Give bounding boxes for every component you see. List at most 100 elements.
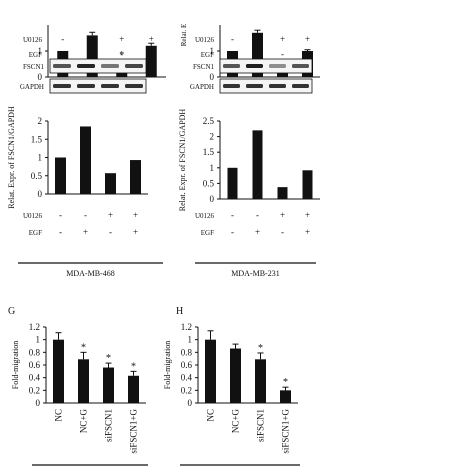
treatment-mark: + [133,210,138,220]
y-tick-label: 0.2 [181,385,192,395]
y-tick-label: 1.5 [31,134,43,144]
bar [227,167,238,199]
y-tick-label: 1 [36,335,41,345]
treatment-mark: - [281,227,284,237]
treatment-mark: + [149,34,154,44]
x-tick-label: NC [206,409,216,422]
blot-label: FSCN1 [23,63,45,71]
blot-band [77,64,95,68]
bar [80,126,91,194]
x-tick-label: NC+G [79,409,89,434]
treatment-mark: - [91,34,94,44]
blot-band [292,84,309,88]
blot-label: GAPDH [190,83,214,91]
y-tick-label: 0 [36,398,41,408]
bar [105,173,116,194]
treatment-mark: + [119,34,124,44]
treatment-label: EGF [29,229,42,237]
blot-band [292,64,309,68]
panel-letter: H [176,306,183,317]
treatment-mark: - [231,227,234,237]
y-tick-label: 2 [38,116,43,126]
treatment-label: U0126 [195,212,215,220]
treatment-mark: - [61,34,64,44]
treatment-mark: - [256,210,259,220]
y-tick-label: 1 [38,153,43,163]
x-tick-label: siFSCN1 [256,409,266,442]
y-tick-label: 1 [38,46,43,56]
y-axis-label: Relat. Expr. of FSCN1/GAPDH [7,106,16,209]
blot-frame [49,78,147,94]
y-tick-label: 1.2 [29,322,40,332]
y-tick-label: 1 [188,335,193,345]
y-tick-label: 0.8 [181,347,193,357]
significance-star: * [119,50,124,61]
blot-band [223,84,240,88]
treatment-mark: - [120,49,123,59]
treatment-label: U0126 [195,36,215,44]
y-tick-label: 0.6 [29,360,41,370]
y-axis-label: Fold-migration [11,341,20,389]
treatment-mark: + [90,49,95,59]
blot-band [125,64,143,68]
y-axis-label: Relat. Expr. of FSCN1/GAPDH [178,109,187,212]
treatment-mark: + [133,227,138,237]
blot-frame [219,58,313,74]
significance-star: * [106,353,111,364]
blot-band [269,84,286,88]
treatment-mark: - [281,49,284,59]
blot-band [53,84,71,88]
treatment-mark: + [108,210,113,220]
bar [230,348,241,403]
treatment-mark: - [231,34,234,44]
treatment-mark: + [255,49,260,59]
treatment-label: EGF [201,229,214,237]
x-tick-label: NC+G [231,409,241,434]
significance-star: * [283,377,288,388]
blot-band [125,84,143,88]
bar [53,339,64,403]
bar [205,339,216,403]
y-tick-label: 0 [210,72,215,82]
blot-band [53,64,71,68]
y-tick-label: 0.4 [181,373,193,383]
blot-label: GAPDH [20,83,44,91]
y-tick-label: 0 [38,72,43,82]
blot-band [223,64,240,68]
treatment-mark: + [83,227,88,237]
y-tick-label: 0.5 [31,171,43,181]
y-tick-label: 2 [210,132,215,142]
y-tick-label: 0.6 [181,360,193,370]
treatment-mark: - [84,210,87,220]
treatment-label: EGF [29,51,42,59]
x-tick-label: NC [54,409,64,422]
y-tick-label: 1 [210,163,215,173]
blot-band [246,84,263,88]
blot-frame [219,78,313,94]
treatment-mark: + [280,34,285,44]
blot-band [101,84,119,88]
bar [103,367,114,403]
y-tick-label: 1.5 [203,147,215,157]
y-tick-label: 0.2 [29,385,40,395]
treatment-mark: + [280,210,285,220]
bar [252,130,263,199]
treatment-mark: - [59,210,62,220]
significance-star: * [258,343,263,354]
bar [130,160,141,194]
y-tick-label: 0.8 [29,347,41,357]
significance-star: * [81,342,86,353]
x-tick-label: siFSCN1 [104,409,114,442]
bar [302,170,313,199]
treatment-mark: - [59,227,62,237]
treatment-label: U0126 [23,212,43,220]
treatment-mark: - [109,227,112,237]
panel-letter: G [8,306,15,317]
bar [280,390,291,403]
y-tick-label: 0 [38,189,43,199]
group-label: MDA-MB-468 [66,269,114,278]
y-tick-label: 2.5 [203,116,215,126]
treatment-label: U0126 [23,36,43,44]
blot-label: FSCN1 [193,63,215,71]
